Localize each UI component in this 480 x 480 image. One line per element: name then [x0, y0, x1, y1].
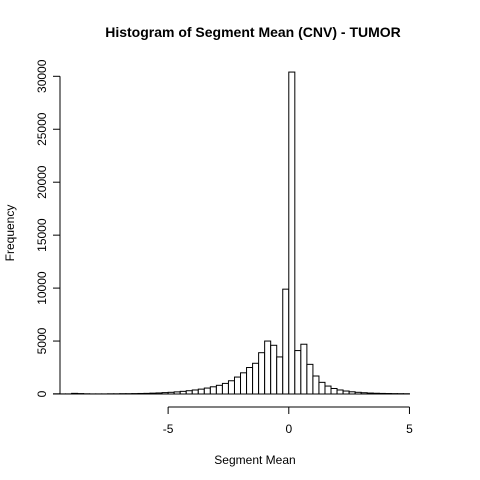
y-tick-label: 10000	[35, 271, 49, 305]
y-axis-label: Frequency	[3, 205, 17, 262]
histogram-bar	[252, 362, 260, 395]
histogram-bar	[360, 392, 368, 395]
histogram-bar	[161, 392, 169, 395]
y-tick-label: 15000	[35, 218, 49, 252]
histogram-bar	[185, 390, 193, 395]
histogram-bar	[288, 71, 296, 395]
histogram-bar	[215, 384, 223, 395]
histogram-bar	[143, 392, 151, 395]
histogram-bar	[276, 356, 284, 395]
x-axis: -5 0 5	[163, 406, 413, 436]
histogram-bar	[342, 390, 350, 395]
histogram-bar	[246, 367, 254, 395]
histogram-bar	[330, 387, 338, 395]
histogram-bar	[233, 376, 242, 395]
histogram-bar	[179, 390, 187, 395]
y-tick-label: 20000	[35, 165, 49, 199]
histogram-bar	[318, 381, 326, 395]
histogram-bar	[294, 350, 302, 395]
histogram-bar	[191, 389, 199, 395]
histogram-bar	[137, 392, 145, 395]
histogram-bar	[270, 344, 278, 395]
y-tick-label: 5000	[35, 327, 49, 354]
histogram-bar	[282, 288, 290, 395]
histogram-bar	[173, 391, 181, 395]
y-tick-label: 25000	[35, 112, 49, 146]
histogram-bar	[354, 391, 362, 395]
histogram-bar	[221, 382, 229, 395]
y-tick-label: 0	[35, 390, 49, 397]
histogram-bar	[197, 388, 205, 395]
histogram-bar	[167, 391, 175, 395]
y-axis: 0 5000 10000 15000 20000 25000 30000	[35, 59, 61, 397]
histogram-bar	[149, 392, 157, 395]
histogram-bar	[300, 343, 308, 395]
histogram-bar	[336, 389, 344, 395]
x-tick-label: -5	[163, 422, 174, 436]
x-tick-label: 0	[285, 422, 292, 436]
histogram-bar	[71, 392, 79, 395]
x-tick-label: 5	[406, 422, 413, 436]
histogram-bar	[366, 392, 374, 395]
histogram-bar	[209, 386, 217, 395]
histogram-bar	[203, 387, 211, 395]
histogram-bar	[240, 372, 248, 395]
histogram-bar	[378, 392, 386, 395]
histogram-bar	[264, 340, 272, 395]
chart-title: Histogram of Segment Mean (CNV) - TUMOR	[105, 24, 401, 40]
histogram-bar	[227, 380, 235, 395]
y-tick-label: 30000	[35, 59, 49, 93]
histogram-bar	[312, 375, 320, 395]
histogram-bar	[372, 392, 380, 395]
histogram-bar	[324, 385, 332, 395]
histogram-bar	[155, 392, 163, 395]
x-axis-label: Segment Mean	[214, 453, 295, 467]
histogram-bars	[52, 71, 410, 395]
histogram-bar	[258, 352, 266, 395]
histogram-bar	[306, 363, 314, 395]
histogram-bar	[348, 391, 356, 395]
